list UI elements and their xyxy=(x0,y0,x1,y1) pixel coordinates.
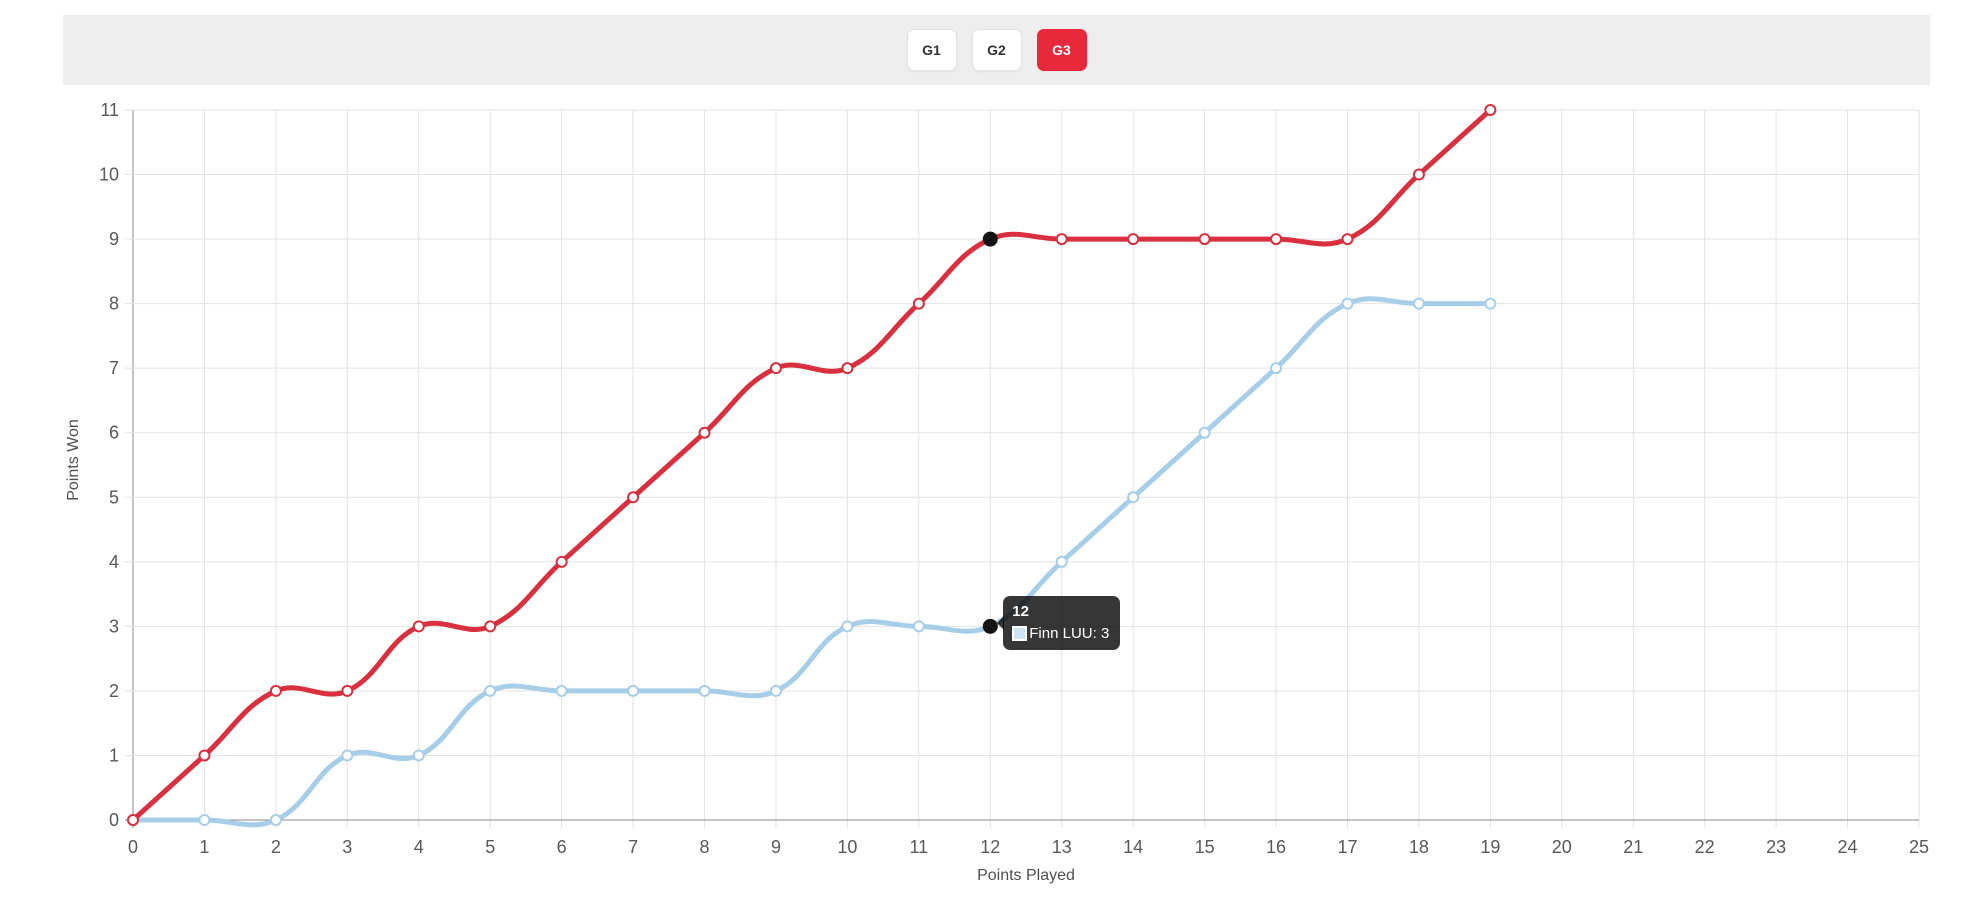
svg-text:11: 11 xyxy=(909,837,928,857)
series-finn-luu xyxy=(127,296,1497,828)
svg-text:2: 2 xyxy=(271,837,281,857)
svg-text:1: 1 xyxy=(199,837,209,857)
svg-text:4: 4 xyxy=(414,837,424,857)
tab-g2[interactable]: G2 xyxy=(971,29,1022,71)
svg-text:0: 0 xyxy=(109,810,119,830)
tooltip-series-label: Finn LUU: 3 xyxy=(1029,625,1110,643)
svg-text:4: 4 xyxy=(109,552,119,572)
tooltip-row: Finn LUU: 3 xyxy=(1012,625,1109,642)
svg-text:7: 7 xyxy=(628,837,638,857)
tab-g3[interactable]: G3 xyxy=(1036,29,1087,71)
svg-text:3: 3 xyxy=(109,616,119,636)
series-line-0 xyxy=(127,104,1497,826)
tab-g1[interactable]: G1 xyxy=(906,29,957,71)
svg-text:9: 9 xyxy=(109,229,119,249)
svg-text:21: 21 xyxy=(1623,837,1643,857)
svg-text:8: 8 xyxy=(109,294,119,314)
svg-text:23: 23 xyxy=(1766,837,1786,857)
chart-tooltip: 12 Finn LUU: 3 xyxy=(1003,596,1121,651)
svg-text:6: 6 xyxy=(557,837,567,857)
svg-text:20: 20 xyxy=(1552,837,1572,857)
tooltip-title: 12 xyxy=(1012,603,1029,621)
svg-text:0: 0 xyxy=(128,837,138,857)
svg-text:11: 11 xyxy=(100,100,119,120)
svg-text:6: 6 xyxy=(109,423,119,443)
svg-text:13: 13 xyxy=(1052,837,1072,857)
svg-text:3: 3 xyxy=(342,837,352,857)
hover-point-dot xyxy=(982,231,998,247)
svg-text:22: 22 xyxy=(1695,837,1715,857)
svg-text:12: 12 xyxy=(980,837,1000,857)
svg-text:2: 2 xyxy=(109,681,119,701)
svg-text:25: 25 xyxy=(1909,837,1929,857)
svg-text:5: 5 xyxy=(109,487,119,507)
svg-text:10: 10 xyxy=(99,165,119,185)
series-color-swatch xyxy=(1012,626,1028,642)
svg-text:5: 5 xyxy=(485,837,495,857)
top-bar: G1 G2 G3 xyxy=(63,15,1930,85)
svg-text:7: 7 xyxy=(109,358,119,378)
svg-text:15: 15 xyxy=(1195,837,1215,857)
svg-text:Points Played: Points Played xyxy=(977,867,1075,884)
hover-point-dot xyxy=(982,618,998,634)
svg-text:14: 14 xyxy=(1123,837,1143,857)
svg-text:1: 1 xyxy=(109,745,119,765)
svg-text:16: 16 xyxy=(1266,837,1286,857)
svg-text:10: 10 xyxy=(837,837,857,857)
svg-text:19: 19 xyxy=(1480,837,1500,857)
svg-text:18: 18 xyxy=(1409,837,1429,857)
svg-text:24: 24 xyxy=(1838,837,1858,857)
svg-text:17: 17 xyxy=(1337,837,1357,857)
svg-text:Points Won: Points Won xyxy=(65,419,82,501)
svg-text:8: 8 xyxy=(700,837,710,857)
svg-text:9: 9 xyxy=(771,837,781,857)
